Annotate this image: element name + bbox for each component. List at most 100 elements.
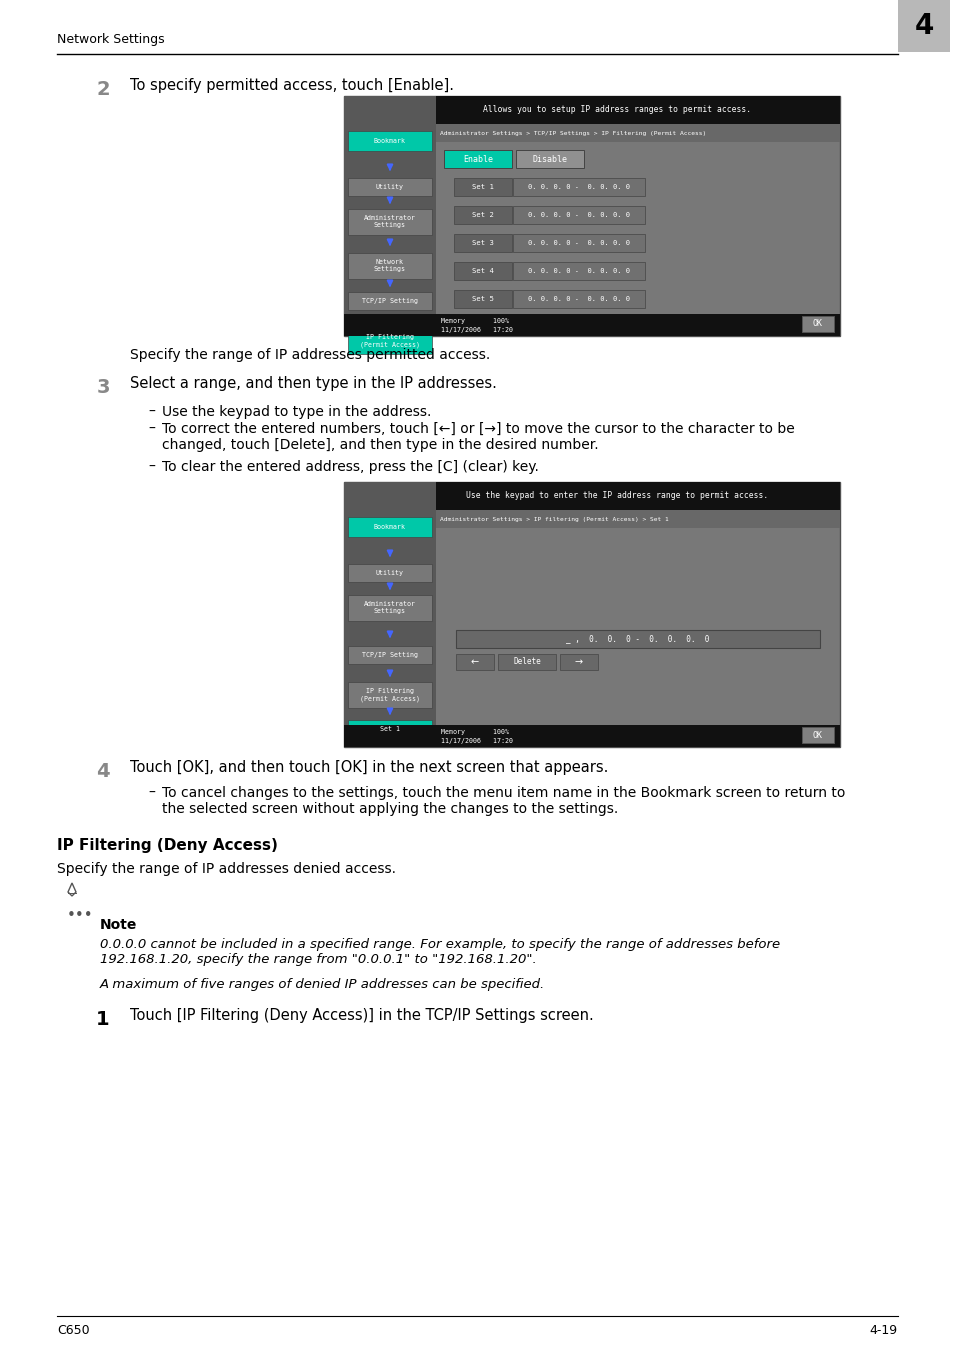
Bar (443, 150, 512, 167)
Bar (348, 292, 432, 311)
Bar (348, 517, 432, 537)
Text: Set 1: Set 1 (379, 726, 399, 732)
Text: Set 3: Set 3 (472, 240, 494, 246)
Bar (454, 207, 512, 224)
Text: OK: OK (812, 320, 822, 328)
Bar (344, 96, 436, 336)
Bar (348, 178, 432, 196)
Bar (348, 252, 432, 279)
Bar (348, 209, 432, 235)
Text: Bookmark: Bookmark (374, 138, 406, 144)
Text: 0. 0. 0. 0 -  0. 0. 0. 0: 0. 0. 0. 0 - 0. 0. 0. 0 (527, 184, 629, 190)
Bar (513, 262, 644, 279)
Text: Utility: Utility (375, 570, 403, 576)
Text: Note: Note (100, 918, 137, 932)
Text: Network Settings: Network Settings (57, 34, 165, 46)
Bar (454, 234, 512, 252)
Text: →: → (575, 657, 582, 667)
Text: 4: 4 (96, 761, 110, 782)
Bar (436, 510, 840, 528)
Bar (344, 96, 840, 336)
Bar (344, 482, 436, 747)
Text: Disable: Disable (532, 154, 567, 163)
Bar (348, 131, 432, 151)
Text: Administrator Settings > IP filtering (Permit Access) > Set 1: Administrator Settings > IP filtering (P… (439, 517, 668, 521)
Text: Set 1: Set 1 (472, 184, 494, 190)
Bar (513, 290, 644, 308)
Bar (559, 653, 598, 670)
Text: –: – (148, 423, 154, 436)
Text: 0. 0. 0. 0 -  0. 0. 0. 0: 0. 0. 0. 0 - 0. 0. 0. 0 (527, 269, 629, 274)
Bar (897, 0, 949, 53)
Bar (513, 207, 644, 224)
Text: 4: 4 (913, 12, 933, 40)
Text: 4-19: 4-19 (869, 1323, 897, 1336)
Bar (454, 178, 512, 196)
Bar (348, 682, 432, 707)
Bar (497, 653, 556, 670)
Text: Specify the range of IP addresses permitted access.: Specify the range of IP addresses permit… (130, 348, 490, 362)
Text: Enable: Enable (462, 154, 493, 163)
Text: 11/17/2006   17:20: 11/17/2006 17:20 (440, 327, 513, 333)
Text: Memory       100%: Memory 100% (440, 729, 509, 734)
Bar (344, 96, 840, 124)
Text: TCP/IP Setting: TCP/IP Setting (361, 652, 417, 657)
Text: Network
Settings: Network Settings (374, 259, 406, 273)
Bar (516, 150, 583, 167)
Text: Bookmark: Bookmark (374, 524, 406, 531)
Bar (456, 653, 494, 670)
Text: Memory       100%: Memory 100% (440, 319, 509, 324)
Text: Administrator
Settings: Administrator Settings (364, 216, 416, 228)
Bar (344, 482, 840, 510)
Text: To clear the entered address, press the [C] (clear) key.: To clear the entered address, press the … (162, 460, 538, 474)
Text: Administrator Settings > TCP/IP Settings > IP Filtering (Permit Access): Administrator Settings > TCP/IP Settings… (439, 131, 705, 135)
Bar (348, 720, 432, 738)
Text: –: – (148, 786, 154, 801)
Text: Use the keypad to enter the IP address range to permit access.: Use the keypad to enter the IP address r… (465, 491, 767, 501)
Bar (348, 328, 432, 354)
Text: TCP/IP Setting: TCP/IP Setting (361, 298, 417, 304)
Text: Delete: Delete (513, 657, 540, 667)
Text: Set 2: Set 2 (472, 212, 494, 217)
Bar (456, 630, 820, 648)
Bar (454, 290, 512, 308)
Text: Touch [IP Filtering (Deny Access)] in the TCP/IP Settings screen.: Touch [IP Filtering (Deny Access)] in th… (130, 1008, 593, 1023)
Text: 0. 0. 0. 0 -  0. 0. 0. 0: 0. 0. 0. 0 - 0. 0. 0. 0 (527, 212, 629, 217)
Text: 3: 3 (96, 378, 110, 397)
Text: OK: OK (812, 730, 822, 740)
Bar (801, 316, 833, 332)
Text: IP Filtering
(Permit Access): IP Filtering (Permit Access) (359, 335, 419, 348)
Text: IP Filtering
(Permit Access): IP Filtering (Permit Access) (359, 688, 419, 702)
Text: 0. 0. 0. 0 -  0. 0. 0. 0: 0. 0. 0. 0 - 0. 0. 0. 0 (527, 296, 629, 302)
Text: Touch [OK], and then touch [OK] in the next screen that appears.: Touch [OK], and then touch [OK] in the n… (130, 760, 608, 775)
Text: Select a range, and then type in the IP addresses.: Select a range, and then type in the IP … (130, 377, 497, 392)
Text: –: – (148, 460, 154, 474)
Text: Allows you to setup IP address ranges to permit access.: Allows you to setup IP address ranges to… (482, 105, 750, 115)
Bar (513, 178, 644, 196)
Text: 1: 1 (96, 1010, 110, 1029)
Bar (801, 728, 833, 743)
Text: Administrator
Settings: Administrator Settings (364, 602, 416, 614)
Bar (344, 315, 840, 336)
Text: IP Filtering (Deny Access): IP Filtering (Deny Access) (57, 838, 277, 853)
Bar (454, 262, 512, 279)
Text: 0. 0. 0. 0 -  0. 0. 0. 0: 0. 0. 0. 0 - 0. 0. 0. 0 (527, 240, 629, 246)
Text: _ ,  0.  0.  0 -  0.  0.  0.  0: _ , 0. 0. 0 - 0. 0. 0. 0 (566, 634, 709, 644)
Text: Set 5: Set 5 (472, 296, 494, 302)
Text: 2: 2 (96, 80, 110, 99)
Text: Specify the range of IP addresses denied access.: Specify the range of IP addresses denied… (57, 863, 395, 876)
Text: –: – (148, 405, 154, 418)
Bar (348, 647, 432, 664)
Text: Use the keypad to type in the address.: Use the keypad to type in the address. (162, 405, 431, 418)
Text: •••: ••• (67, 909, 93, 923)
Text: To correct the entered numbers, touch [←] or [→] to move the cursor to the chara: To correct the entered numbers, touch [←… (162, 423, 794, 452)
Bar (348, 564, 432, 582)
Text: Set 4: Set 4 (472, 269, 494, 274)
Text: To specify permitted access, touch [Enable].: To specify permitted access, touch [Enab… (130, 78, 454, 93)
Bar (344, 725, 840, 747)
Text: Utility: Utility (375, 184, 403, 190)
Text: 11/17/2006   17:20: 11/17/2006 17:20 (440, 738, 513, 744)
Bar (436, 124, 840, 142)
Text: ←: ← (471, 657, 478, 667)
Text: A maximum of five ranges of denied IP addresses can be specified.: A maximum of five ranges of denied IP ad… (100, 977, 545, 991)
